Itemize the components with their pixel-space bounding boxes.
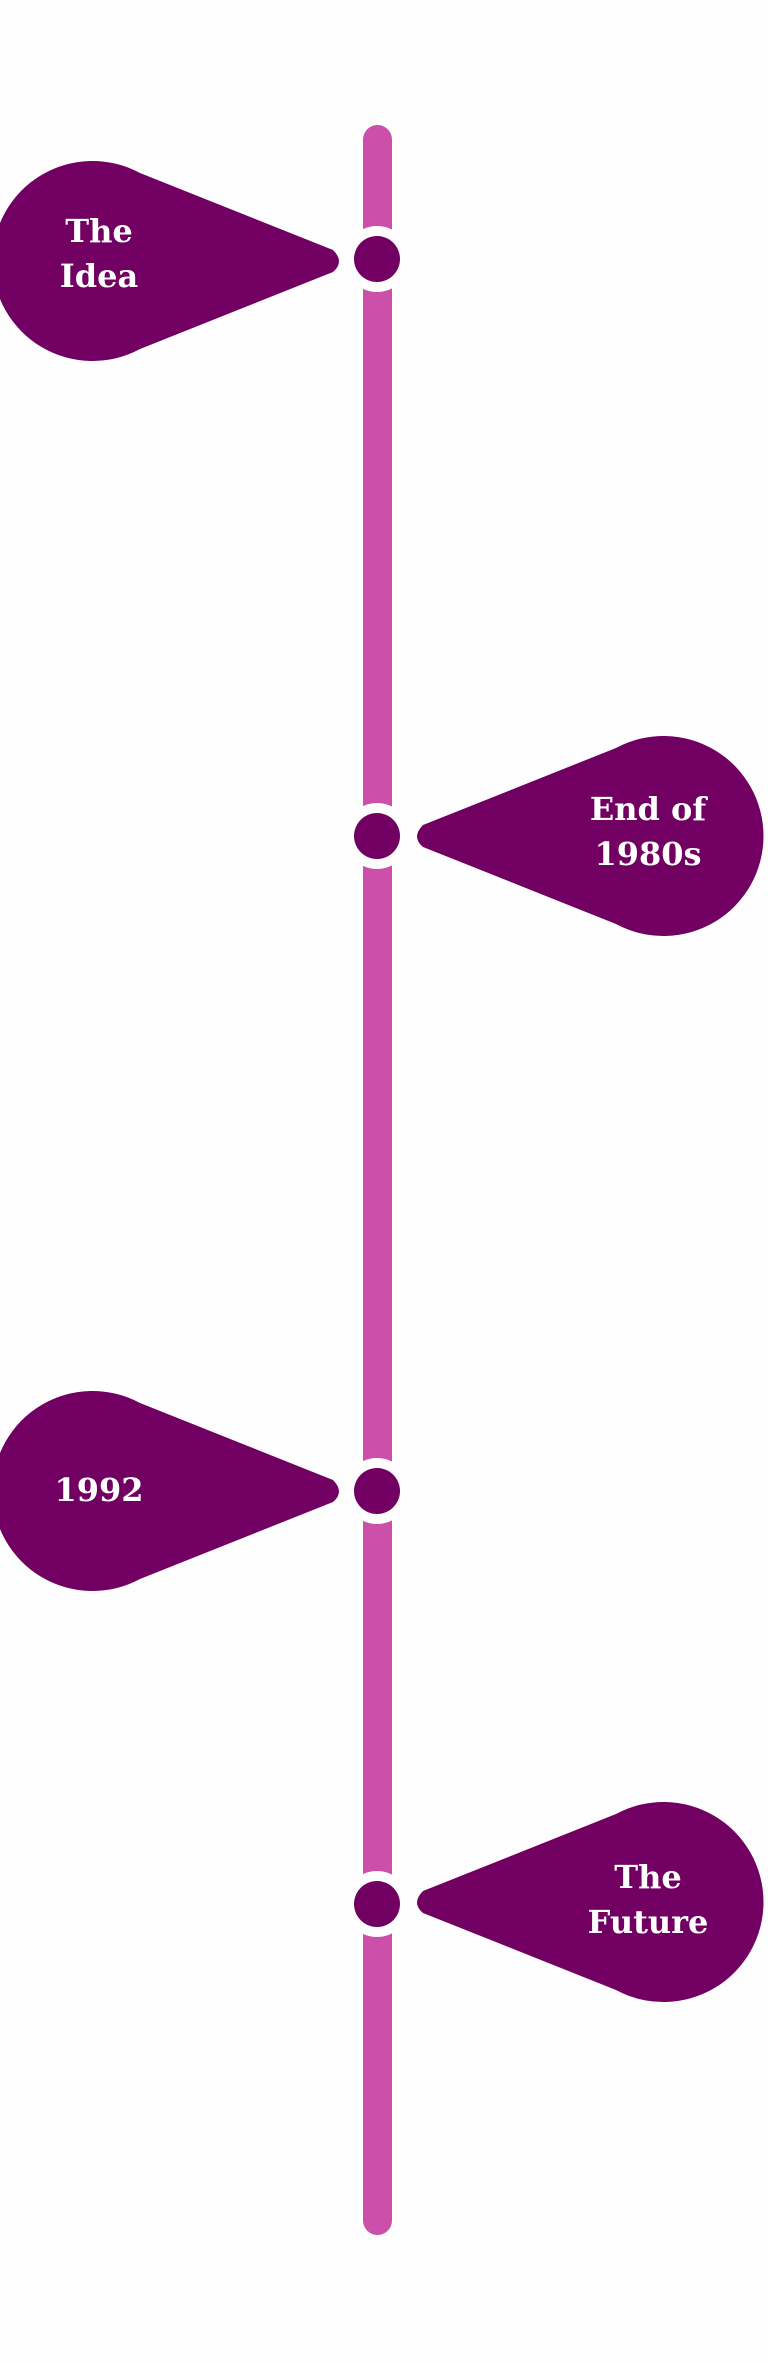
timeline-node-4 — [354, 1881, 400, 1927]
event-bubble-4 — [417, 1802, 764, 2003]
timeline-line — [363, 125, 392, 2235]
event-label-the-future: The Future — [587, 1858, 709, 1941]
timeline-node-1 — [354, 236, 400, 282]
event-label-end-of-1980s: End of 1980s — [589, 790, 707, 873]
event-label-the-idea: The Idea — [59, 212, 139, 295]
timeline-event-4 — [344, 1802, 764, 2003]
timeline-event-3 — [0, 1391, 410, 1591]
timeline-event-2 — [344, 735, 764, 936]
event-bubble-2 — [417, 735, 764, 936]
timeline-node-3 — [354, 1468, 400, 1514]
event-label-1992: 1992 — [54, 1471, 144, 1509]
event-bubble-3 — [0, 1391, 339, 1591]
timeline-node-2 — [354, 813, 400, 859]
timeline-event-1 — [0, 161, 410, 361]
event-bubble-1 — [0, 161, 339, 361]
